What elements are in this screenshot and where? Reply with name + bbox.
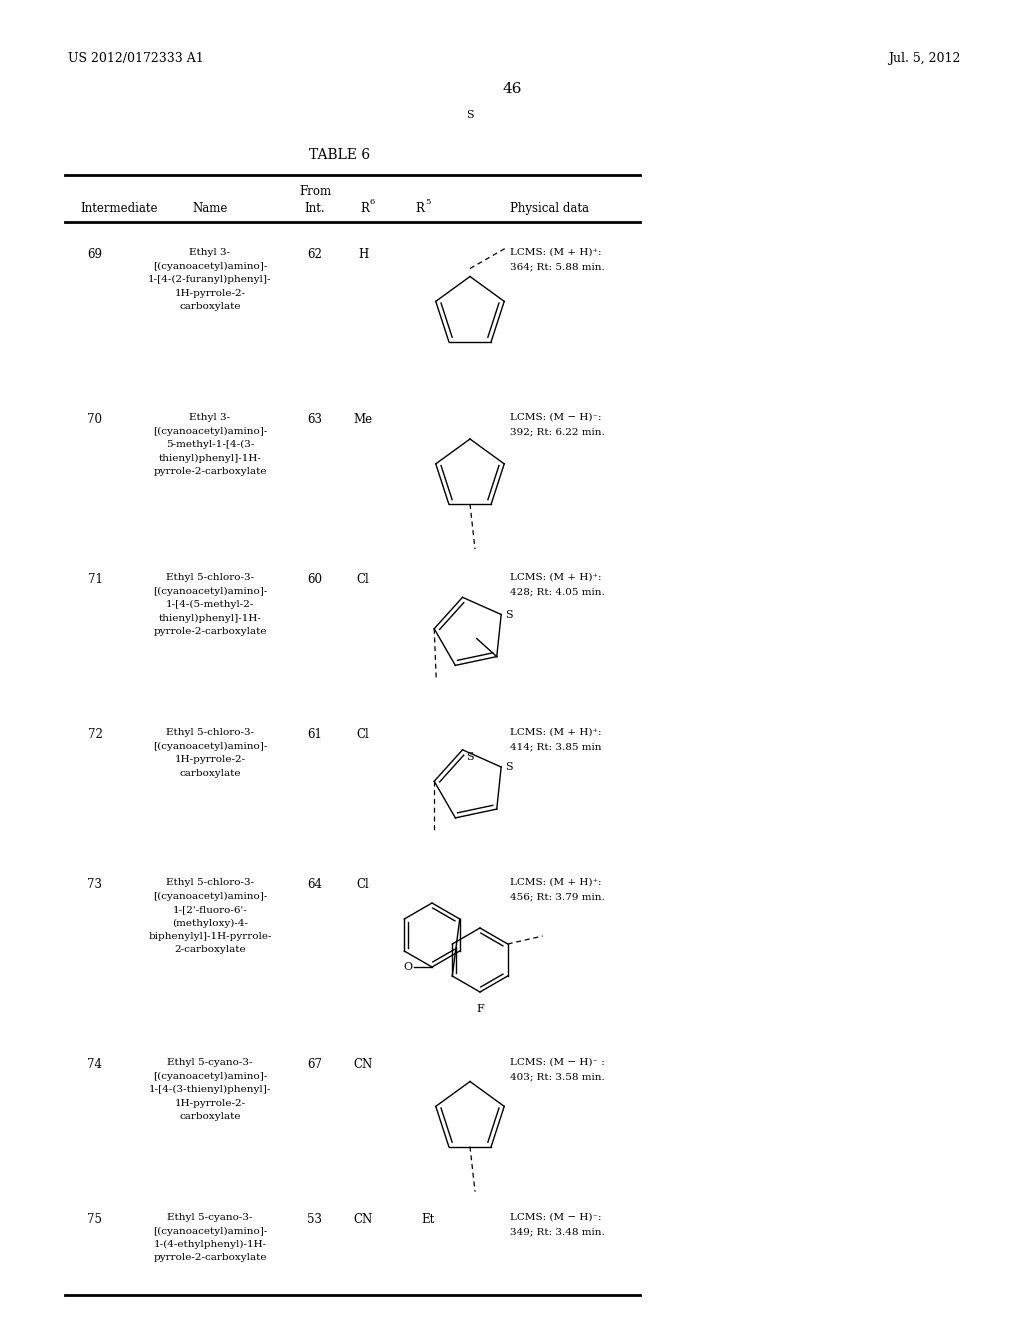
Text: 70: 70 xyxy=(87,413,102,426)
Text: 6: 6 xyxy=(370,198,375,206)
Text: S: S xyxy=(506,610,513,619)
Text: CN: CN xyxy=(353,1213,373,1226)
Text: 63: 63 xyxy=(307,413,323,426)
Text: [(cyanoacetyl)amino]-: [(cyanoacetyl)amino]- xyxy=(153,586,267,595)
Text: 428; Rt: 4.05 min.: 428; Rt: 4.05 min. xyxy=(510,587,605,597)
Text: Cl: Cl xyxy=(356,729,370,741)
Text: 62: 62 xyxy=(307,248,323,261)
Text: CN: CN xyxy=(353,1059,373,1071)
Text: Ethyl 5-cyano-3-: Ethyl 5-cyano-3- xyxy=(167,1213,253,1222)
Text: thienyl)phenyl]-1H-: thienyl)phenyl]-1H- xyxy=(159,454,261,462)
Text: 1H-pyrrole-2-: 1H-pyrrole-2- xyxy=(174,755,246,764)
Text: 5: 5 xyxy=(425,198,430,206)
Text: [(cyanoacetyl)amino]-: [(cyanoacetyl)amino]- xyxy=(153,426,267,436)
Text: 349; Rt: 3.48 min.: 349; Rt: 3.48 min. xyxy=(510,1228,605,1236)
Text: pyrrole-2-carboxylate: pyrrole-2-carboxylate xyxy=(154,1254,266,1262)
Text: 1-[4-(5-methyl-2-: 1-[4-(5-methyl-2- xyxy=(166,601,254,609)
Text: 61: 61 xyxy=(307,729,323,741)
Text: 392; Rt: 6.22 min.: 392; Rt: 6.22 min. xyxy=(510,426,605,436)
Text: thienyl)phenyl]-1H-: thienyl)phenyl]-1H- xyxy=(159,614,261,623)
Text: 69: 69 xyxy=(87,248,102,261)
Text: Name: Name xyxy=(193,202,227,215)
Text: S: S xyxy=(506,762,513,772)
Text: 364; Rt: 5.88 min.: 364; Rt: 5.88 min. xyxy=(510,261,605,271)
Text: LCMS: (M − H)⁻:: LCMS: (M − H)⁻: xyxy=(510,413,601,422)
Text: S: S xyxy=(466,752,474,763)
Text: 67: 67 xyxy=(307,1059,323,1071)
Text: 2-carboxylate: 2-carboxylate xyxy=(174,945,246,954)
Text: [(cyanoacetyl)amino]-: [(cyanoacetyl)amino]- xyxy=(153,1072,267,1081)
Text: carboxylate: carboxylate xyxy=(179,302,241,312)
Text: (methyloxy)-4-: (methyloxy)-4- xyxy=(172,919,248,928)
Text: 403; Rt: 3.58 min.: 403; Rt: 3.58 min. xyxy=(510,1072,605,1081)
Text: Et: Et xyxy=(421,1213,434,1226)
Text: LCMS: (M − H)⁻ :: LCMS: (M − H)⁻ : xyxy=(510,1059,605,1067)
Text: US 2012/0172333 A1: US 2012/0172333 A1 xyxy=(68,51,204,65)
Text: 72: 72 xyxy=(88,729,102,741)
Text: 71: 71 xyxy=(88,573,102,586)
Text: 1H-pyrrole-2-: 1H-pyrrole-2- xyxy=(174,1098,246,1107)
Text: Me: Me xyxy=(353,413,373,426)
Text: 46: 46 xyxy=(502,82,522,96)
Text: H: H xyxy=(357,248,368,261)
Text: Ethyl 3-: Ethyl 3- xyxy=(189,413,230,422)
Text: Cl: Cl xyxy=(356,573,370,586)
Text: 1-[2'-fluoro-6'-: 1-[2'-fluoro-6'- xyxy=(173,906,248,913)
Text: LCMS: (M + H)⁺:: LCMS: (M + H)⁺: xyxy=(510,573,601,582)
Text: R: R xyxy=(415,202,424,215)
Text: 64: 64 xyxy=(307,878,323,891)
Text: [(cyanoacetyl)amino]-: [(cyanoacetyl)amino]- xyxy=(153,891,267,900)
Text: Ethyl 5-cyano-3-: Ethyl 5-cyano-3- xyxy=(167,1059,253,1067)
Text: [(cyanoacetyl)amino]-: [(cyanoacetyl)amino]- xyxy=(153,261,267,271)
Text: Int.: Int. xyxy=(305,202,326,215)
Text: 1-[4-(3-thienyl)phenyl]-: 1-[4-(3-thienyl)phenyl]- xyxy=(148,1085,271,1094)
Text: Physical data: Physical data xyxy=(510,202,589,215)
Text: 53: 53 xyxy=(307,1213,323,1226)
Text: 5-methyl-1-[4-(3-: 5-methyl-1-[4-(3- xyxy=(166,440,254,449)
Text: [(cyanoacetyl)amino]-: [(cyanoacetyl)amino]- xyxy=(153,1226,267,1236)
Text: Ethyl 5-chloro-3-: Ethyl 5-chloro-3- xyxy=(166,729,254,737)
Text: Intermediate: Intermediate xyxy=(80,202,158,215)
Text: F: F xyxy=(476,1005,484,1014)
Text: 75: 75 xyxy=(87,1213,102,1226)
Text: Ethyl 5-chloro-3-: Ethyl 5-chloro-3- xyxy=(166,573,254,582)
Text: TABLE 6: TABLE 6 xyxy=(309,148,371,162)
Text: R: R xyxy=(360,202,369,215)
Text: carboxylate: carboxylate xyxy=(179,1111,241,1121)
Text: [(cyanoacetyl)amino]-: [(cyanoacetyl)amino]- xyxy=(153,742,267,751)
Text: 1-[4-(2-furanyl)phenyl]-: 1-[4-(2-furanyl)phenyl]- xyxy=(148,275,271,284)
Text: Cl: Cl xyxy=(356,878,370,891)
Text: 60: 60 xyxy=(307,573,323,586)
Text: Ethyl 3-: Ethyl 3- xyxy=(189,248,230,257)
Text: S: S xyxy=(466,110,474,120)
Text: 1-(4-ethylphenyl)-1H-: 1-(4-ethylphenyl)-1H- xyxy=(154,1239,266,1249)
Text: LCMS: (M + H)⁺:: LCMS: (M + H)⁺: xyxy=(510,729,601,737)
Text: 414; Rt: 3.85 min: 414; Rt: 3.85 min xyxy=(510,742,601,751)
Text: pyrrole-2-carboxylate: pyrrole-2-carboxylate xyxy=(154,627,266,636)
Text: 74: 74 xyxy=(87,1059,102,1071)
Text: Ethyl 5-chloro-3-: Ethyl 5-chloro-3- xyxy=(166,878,254,887)
Text: 1H-pyrrole-2-: 1H-pyrrole-2- xyxy=(174,289,246,297)
Text: carboxylate: carboxylate xyxy=(179,768,241,777)
Text: 73: 73 xyxy=(87,878,102,891)
Text: O: O xyxy=(402,962,412,972)
Text: 456; Rt: 3.79 min.: 456; Rt: 3.79 min. xyxy=(510,892,605,902)
Text: pyrrole-2-carboxylate: pyrrole-2-carboxylate xyxy=(154,467,266,477)
Text: LCMS: (M + H)⁺:: LCMS: (M + H)⁺: xyxy=(510,878,601,887)
Text: biphenylyl]-1H-pyrrole-: biphenylyl]-1H-pyrrole- xyxy=(148,932,271,941)
Text: LCMS: (M + H)⁺:: LCMS: (M + H)⁺: xyxy=(510,248,601,257)
Text: LCMS: (M − H)⁻:: LCMS: (M − H)⁻: xyxy=(510,1213,601,1222)
Text: Jul. 5, 2012: Jul. 5, 2012 xyxy=(888,51,961,65)
Text: From: From xyxy=(299,185,331,198)
